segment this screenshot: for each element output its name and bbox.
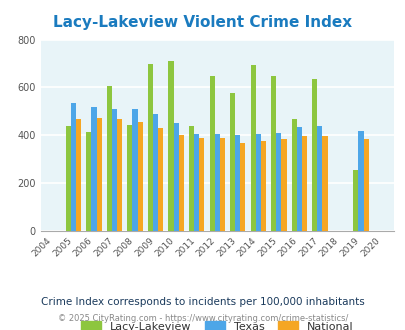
Bar (240, 143, 245, 231)
Bar (322, 136, 327, 231)
Bar (66, 126, 71, 231)
Bar (214, 134, 219, 231)
Bar (158, 128, 163, 231)
Text: Lacy-Lakeview Violent Crime Index: Lacy-Lakeview Violent Crime Index (53, 15, 352, 30)
Bar (107, 85, 112, 231)
Bar (168, 61, 173, 231)
Bar (281, 139, 286, 231)
Bar (271, 76, 275, 231)
Bar (117, 119, 122, 231)
Text: © 2025 CityRating.com - https://www.cityrating.com/crime-statistics/: © 2025 CityRating.com - https://www.city… (58, 314, 347, 323)
Bar (76, 119, 81, 231)
Bar (358, 131, 362, 231)
Bar (234, 135, 240, 231)
Bar (296, 127, 301, 231)
Bar (132, 109, 137, 231)
Bar (291, 118, 296, 231)
Bar (112, 109, 117, 231)
Bar (301, 136, 306, 231)
Bar (311, 79, 317, 231)
Bar (147, 64, 153, 231)
Bar (96, 118, 101, 231)
Bar (127, 124, 132, 231)
Bar (317, 126, 322, 231)
Bar (86, 132, 91, 231)
Bar (209, 76, 214, 231)
Bar (91, 107, 96, 231)
Bar (188, 126, 194, 231)
Bar (255, 134, 260, 231)
Bar (194, 134, 199, 231)
Bar (137, 122, 143, 231)
Text: Crime Index corresponds to incidents per 100,000 inhabitants: Crime Index corresponds to incidents per… (41, 297, 364, 307)
Bar (199, 138, 204, 231)
Legend: Lacy-Lakeview, Texas, National: Lacy-Lakeview, Texas, National (77, 317, 357, 330)
Bar (230, 93, 234, 231)
Bar (153, 114, 158, 231)
Bar (178, 135, 183, 231)
Bar (260, 141, 265, 231)
Bar (352, 170, 358, 231)
Bar (173, 123, 178, 231)
Bar (71, 104, 76, 231)
Bar (219, 138, 224, 231)
Bar (362, 139, 368, 231)
Bar (250, 65, 255, 231)
Bar (275, 133, 281, 231)
